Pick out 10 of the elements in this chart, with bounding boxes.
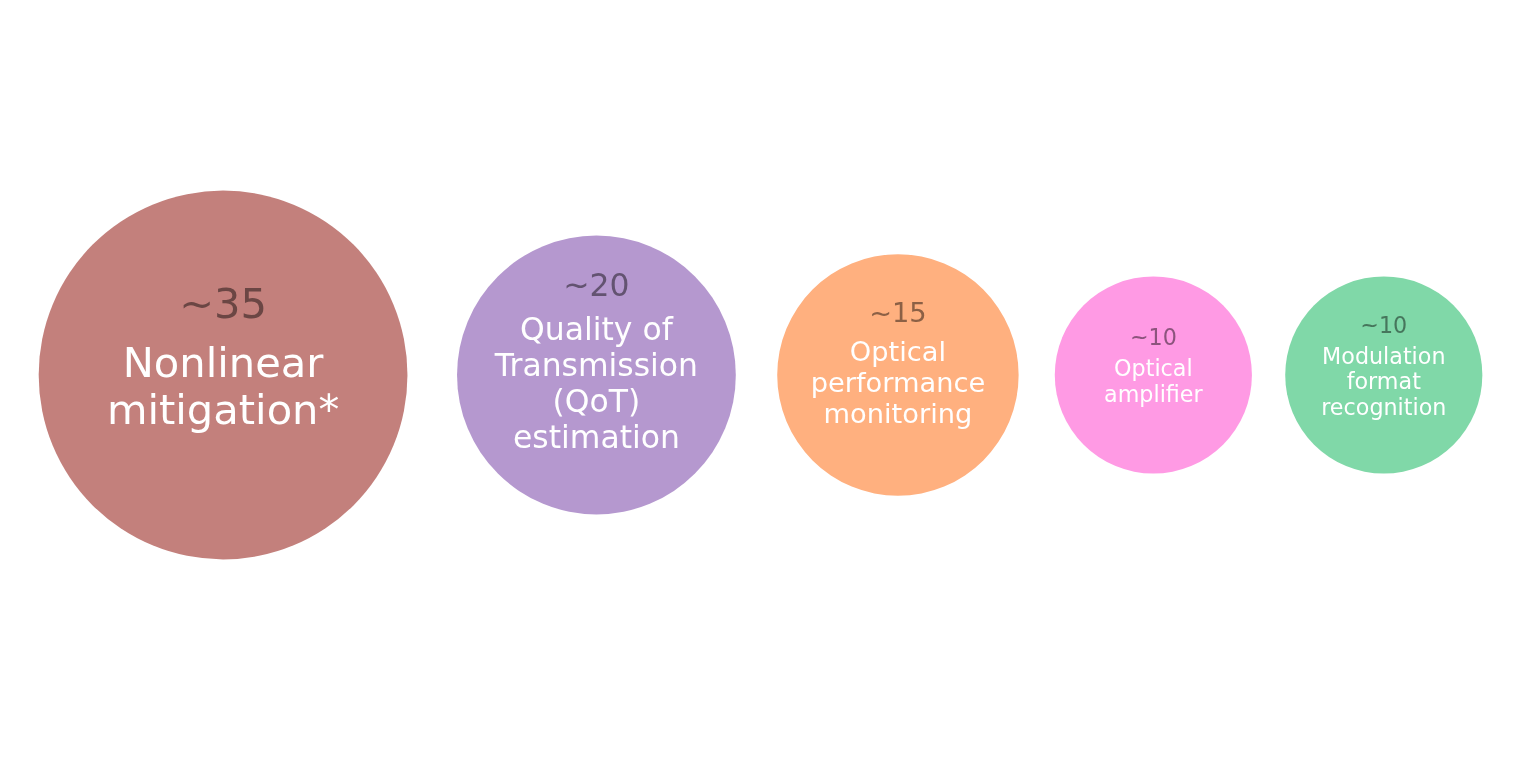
data-label: ~10 <box>1129 324 1177 351</box>
category-label: Nonlinear mitigation* <box>106 337 340 435</box>
data-label: ~15 <box>869 297 927 329</box>
data-label: ~10 <box>1360 311 1408 338</box>
category-label: Optical performance monitoring <box>810 335 986 430</box>
category-label: Modulation format recognition <box>1321 342 1447 420</box>
data-label: ~20 <box>563 266 630 303</box>
category-label: Optical amplifier <box>1104 355 1204 408</box>
category-label: Quality of Transmission (QoT) estimation <box>493 310 698 456</box>
data-label: ~35 <box>179 279 267 329</box>
